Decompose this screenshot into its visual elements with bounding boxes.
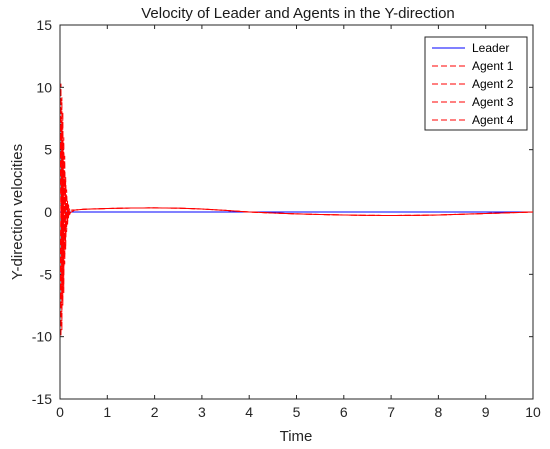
y-axis: 15 10 5 0 -5 -10 -15	[32, 17, 533, 407]
x-tick-label: 1	[103, 404, 111, 420]
x-tick-label: 9	[482, 404, 490, 420]
x-tick-label: 7	[387, 404, 395, 420]
x-tick-label: 4	[245, 404, 253, 420]
legend-label-5: Agent 4	[472, 113, 514, 127]
series-line-5	[60, 122, 533, 310]
x-tick-label: 3	[198, 404, 206, 420]
legend-label-4: Agent 3	[472, 95, 514, 109]
x-tick-label: 5	[293, 404, 301, 420]
x-axis-label: Time	[280, 428, 313, 445]
legend-label-3: Agent 2	[472, 77, 514, 91]
y-tick-label: 0	[44, 204, 52, 220]
x-tick-label: 6	[340, 404, 348, 420]
y-tick-label: 15	[36, 17, 52, 33]
x-tick-label: 10	[525, 404, 541, 420]
series-layer	[60, 83, 533, 337]
legend: Leader Agent 1 Agent 2 Agent 3 Agent 4	[424, 36, 528, 131]
x-tick-label: 0	[56, 404, 64, 420]
x-tick-label: 2	[151, 404, 159, 420]
y-axis-label: Y-direction velocities	[9, 144, 26, 280]
chart-title: Velocity of Leader and Agents in the Y-d…	[141, 5, 455, 22]
x-axis: 0 1 2 3 4 5 6 7 8 9 10	[56, 25, 541, 420]
y-tick-label: -10	[32, 329, 52, 345]
x-tick-label: 8	[435, 404, 443, 420]
y-tick-label: 10	[36, 79, 52, 95]
y-tick-label: -15	[32, 391, 52, 407]
legend-label-2: Agent 1	[472, 59, 514, 73]
y-tick-label: 5	[44, 142, 52, 158]
y-tick-label: -5	[40, 266, 53, 282]
legend-label-1: Leader	[472, 41, 509, 55]
